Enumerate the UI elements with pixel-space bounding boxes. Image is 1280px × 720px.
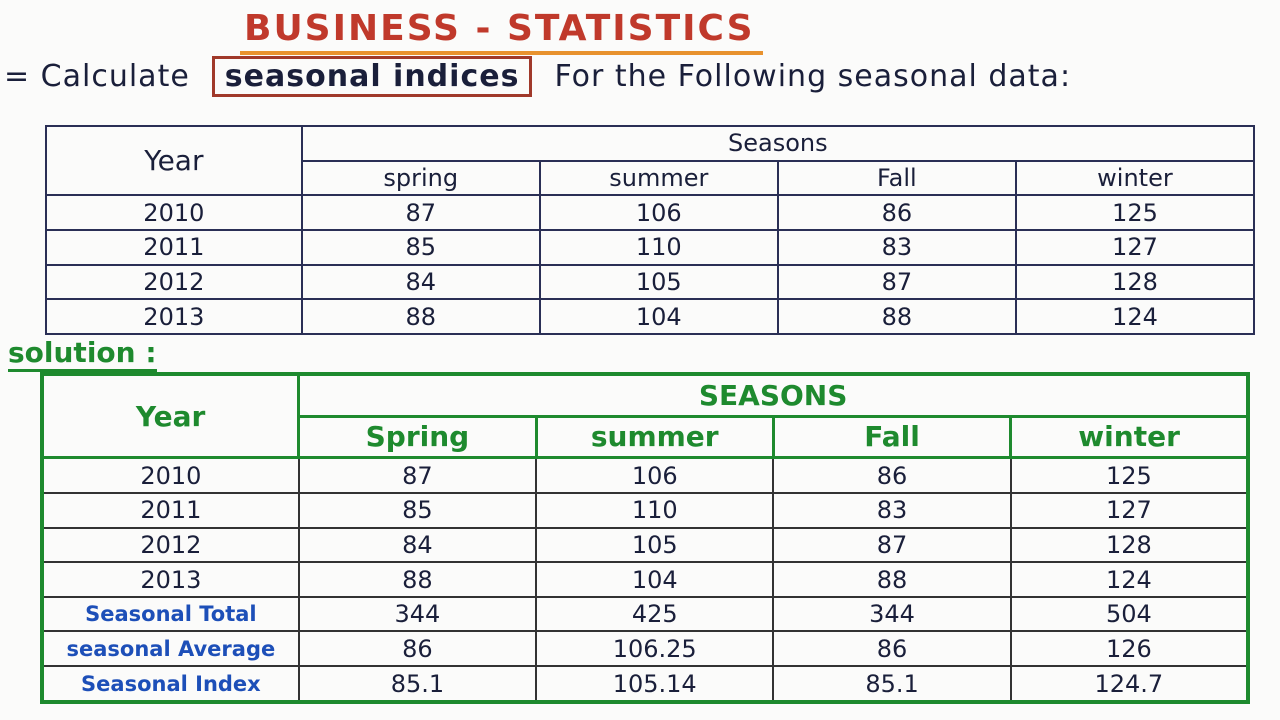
summary-cell: 105.14	[535, 665, 775, 703]
group-header: Seasons	[300, 125, 1256, 162]
solution-label: solution :	[8, 336, 157, 372]
value-cell: 84	[297, 526, 538, 564]
value-cell: 87	[772, 526, 1012, 564]
value-cell: 85	[300, 228, 541, 266]
year-cell: 2011	[45, 228, 303, 266]
header-row: Year Seasons	[45, 124, 1256, 197]
year-cell: 2011	[41, 491, 300, 529]
value-cell: 104	[535, 561, 775, 598]
summary-row: Seasonal Index 85.1 105.14 85.1 124.7	[41, 665, 1250, 703]
column-header: summer	[538, 159, 779, 197]
year-cell: 2010	[41, 456, 300, 494]
value-cell: 128	[1014, 263, 1256, 301]
summary-cell: 344	[297, 595, 538, 633]
value-cell: 125	[1009, 456, 1250, 494]
column-header: summer	[534, 414, 775, 460]
prompt-highlight: seasonal indices	[211, 56, 533, 97]
year-header: Year	[45, 124, 303, 197]
column-header: Fall	[776, 159, 1017, 197]
data-row: 2012 84 105 87 128	[45, 263, 1256, 301]
year-cell: 2010	[45, 194, 303, 231]
header-row: Spring summer Fall winter	[42, 414, 1250, 460]
data-row: 2013 88 104 88 124	[45, 298, 1256, 335]
summary-cell: 85.1	[297, 665, 538, 703]
prompt-rest: For the Following seasonal data:	[554, 59, 1072, 94]
header-row: Year SEASONS	[40, 372, 1250, 460]
summary-cell: 86	[297, 630, 538, 668]
value-cell: 87	[776, 263, 1017, 301]
prompt-lead: = Calculate	[4, 59, 190, 94]
value-cell: 86	[772, 456, 1012, 494]
year-cell: 2012	[45, 263, 303, 301]
question-table: Year Seasons spring summer Fall winter 2010 87 1…	[45, 124, 1256, 335]
value-cell: 125	[1014, 194, 1256, 231]
value-cell: 85	[297, 491, 538, 529]
value-cell: 104	[538, 298, 779, 335]
summary-label: Seasonal Index	[41, 665, 300, 703]
summary-cell: 106.25	[535, 630, 775, 668]
data-row: 2011 85 110 83 127	[45, 228, 1256, 266]
value-cell: 83	[776, 228, 1017, 266]
value-cell: 127	[1009, 491, 1250, 529]
summary-cell: 124.7	[1009, 665, 1250, 703]
value-cell: 86	[776, 194, 1017, 231]
value-cell: 84	[300, 263, 541, 301]
value-cell: 105	[538, 263, 779, 301]
year-header: Year	[40, 372, 301, 460]
value-cell: 128	[1009, 526, 1250, 564]
value-cell: 88	[297, 561, 538, 598]
value-cell: 83	[772, 491, 1012, 529]
summary-label: Seasonal Total	[41, 595, 300, 633]
year-cell: 2012	[41, 526, 300, 564]
value-cell: 124	[1014, 298, 1256, 335]
value-cell: 127	[1014, 228, 1256, 266]
summary-cell: 85.1	[772, 665, 1012, 703]
header-row: spring summer Fall winter	[46, 159, 1256, 197]
data-row: 2010 87 106 86 125	[45, 194, 1256, 231]
summary-cell: 86	[772, 630, 1012, 668]
column-header: winter	[1009, 414, 1250, 460]
data-row: 2012 84 105 87 128	[41, 526, 1250, 564]
group-header: SEASONS	[297, 372, 1250, 418]
title: BUSINESS - STATISTICS	[240, 8, 763, 55]
column-header: Fall	[771, 414, 1013, 460]
value-cell: 124	[1009, 561, 1250, 598]
summary-row: seasonal Average 86 106.25 86 126	[41, 630, 1250, 668]
value-cell: 88	[772, 561, 1012, 598]
summary-label: seasonal Average	[41, 630, 300, 668]
value-cell: 88	[776, 298, 1017, 335]
solution-table: Year SEASONS Spring summer Fall winter 2010 87 1…	[40, 372, 1250, 704]
value-cell: 106	[535, 456, 775, 494]
value-cell: 88	[300, 298, 541, 335]
column-header: spring	[300, 159, 541, 197]
summary-cell: 344	[772, 595, 1012, 633]
value-cell: 87	[300, 194, 541, 231]
data-row: 2011 85 110 83 127	[41, 491, 1250, 529]
value-cell: 106	[538, 194, 779, 231]
value-cell: 110	[538, 228, 779, 266]
value-cell: 87	[297, 456, 538, 494]
summary-cell: 126	[1009, 630, 1250, 668]
column-header: winter	[1014, 159, 1256, 197]
summary-cell: 425	[535, 595, 775, 633]
value-cell: 110	[535, 491, 775, 529]
year-cell: 2013	[41, 561, 300, 598]
summary-row: Seasonal Total 344 425 344 504	[41, 595, 1250, 633]
year-cell: 2013	[45, 298, 303, 335]
data-row: 2010 87 106 86 125	[41, 456, 1250, 494]
value-cell: 105	[535, 526, 775, 564]
summary-cell: 504	[1009, 595, 1250, 633]
prompt: = Calculate seasonal indices For the Fol…	[4, 56, 1071, 97]
column-header: Spring	[297, 414, 538, 460]
data-row: 2013 88 104 88 124	[41, 561, 1250, 598]
